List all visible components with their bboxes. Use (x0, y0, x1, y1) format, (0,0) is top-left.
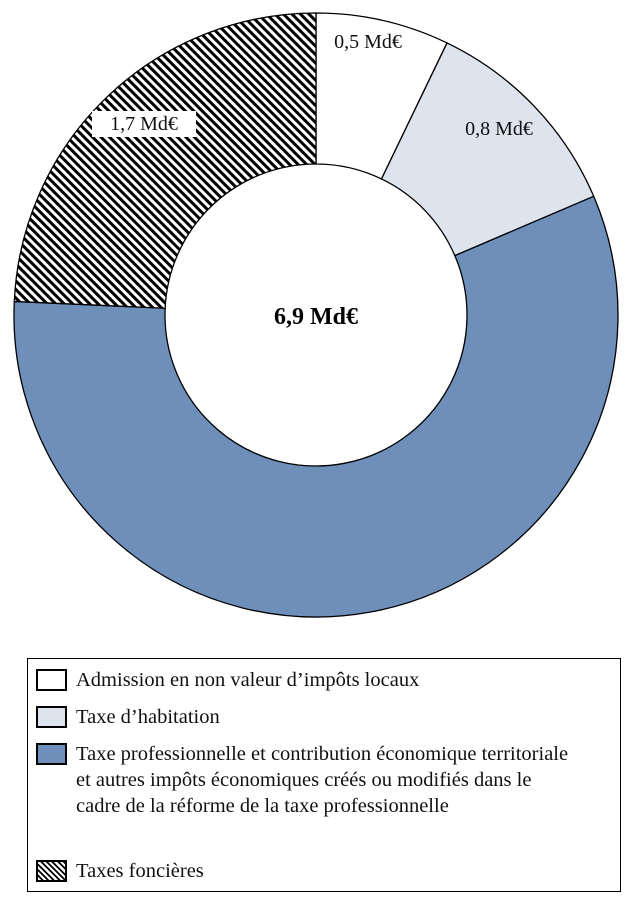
legend-item-taxe-professionnelle: Taxe professionnelle et contribution éco… (36, 741, 576, 819)
legend-label: Taxes foncières (76, 860, 204, 882)
data-label-2: 4,0 Md€ (490, 564, 558, 586)
legend-label: Taxe d’habitation (76, 706, 220, 728)
legend-swatch-blue (36, 743, 67, 765)
legend-label: Admission en non valeur d’impôts locaux (76, 669, 420, 691)
legend: Admission en non valeur d’impôts locaux … (27, 658, 621, 892)
center-total-label: 6,9 Md€ (274, 304, 358, 330)
donut-slice-3 (13, 12, 317, 309)
legend-swatch-light (36, 706, 67, 728)
legend-swatch-hatch (36, 860, 67, 882)
legend-item-taxe-habitation: Taxe d’habitation (36, 704, 576, 730)
legend-item-admission: Admission en non valeur d’impôts locaux (36, 667, 576, 693)
donut-slice-2 (13, 195, 619, 618)
legend-item-taxes-foncieres: Taxes foncières (36, 858, 576, 884)
legend-label: Taxe professionnelle et contribution éco… (76, 743, 569, 817)
data-label-background (92, 111, 196, 137)
donut-chart: 0,5 Md€ 0,8 Md€ 4,0 Md€ 1,7 Md€ 6,9 Md€ (13, 12, 619, 618)
legend-swatch-white (36, 669, 67, 691)
data-label-0: 0,5 Md€ (334, 31, 402, 53)
data-label-1: 0,8 Md€ (465, 118, 533, 140)
data-label-3: 1,7 Md€ (110, 113, 178, 135)
